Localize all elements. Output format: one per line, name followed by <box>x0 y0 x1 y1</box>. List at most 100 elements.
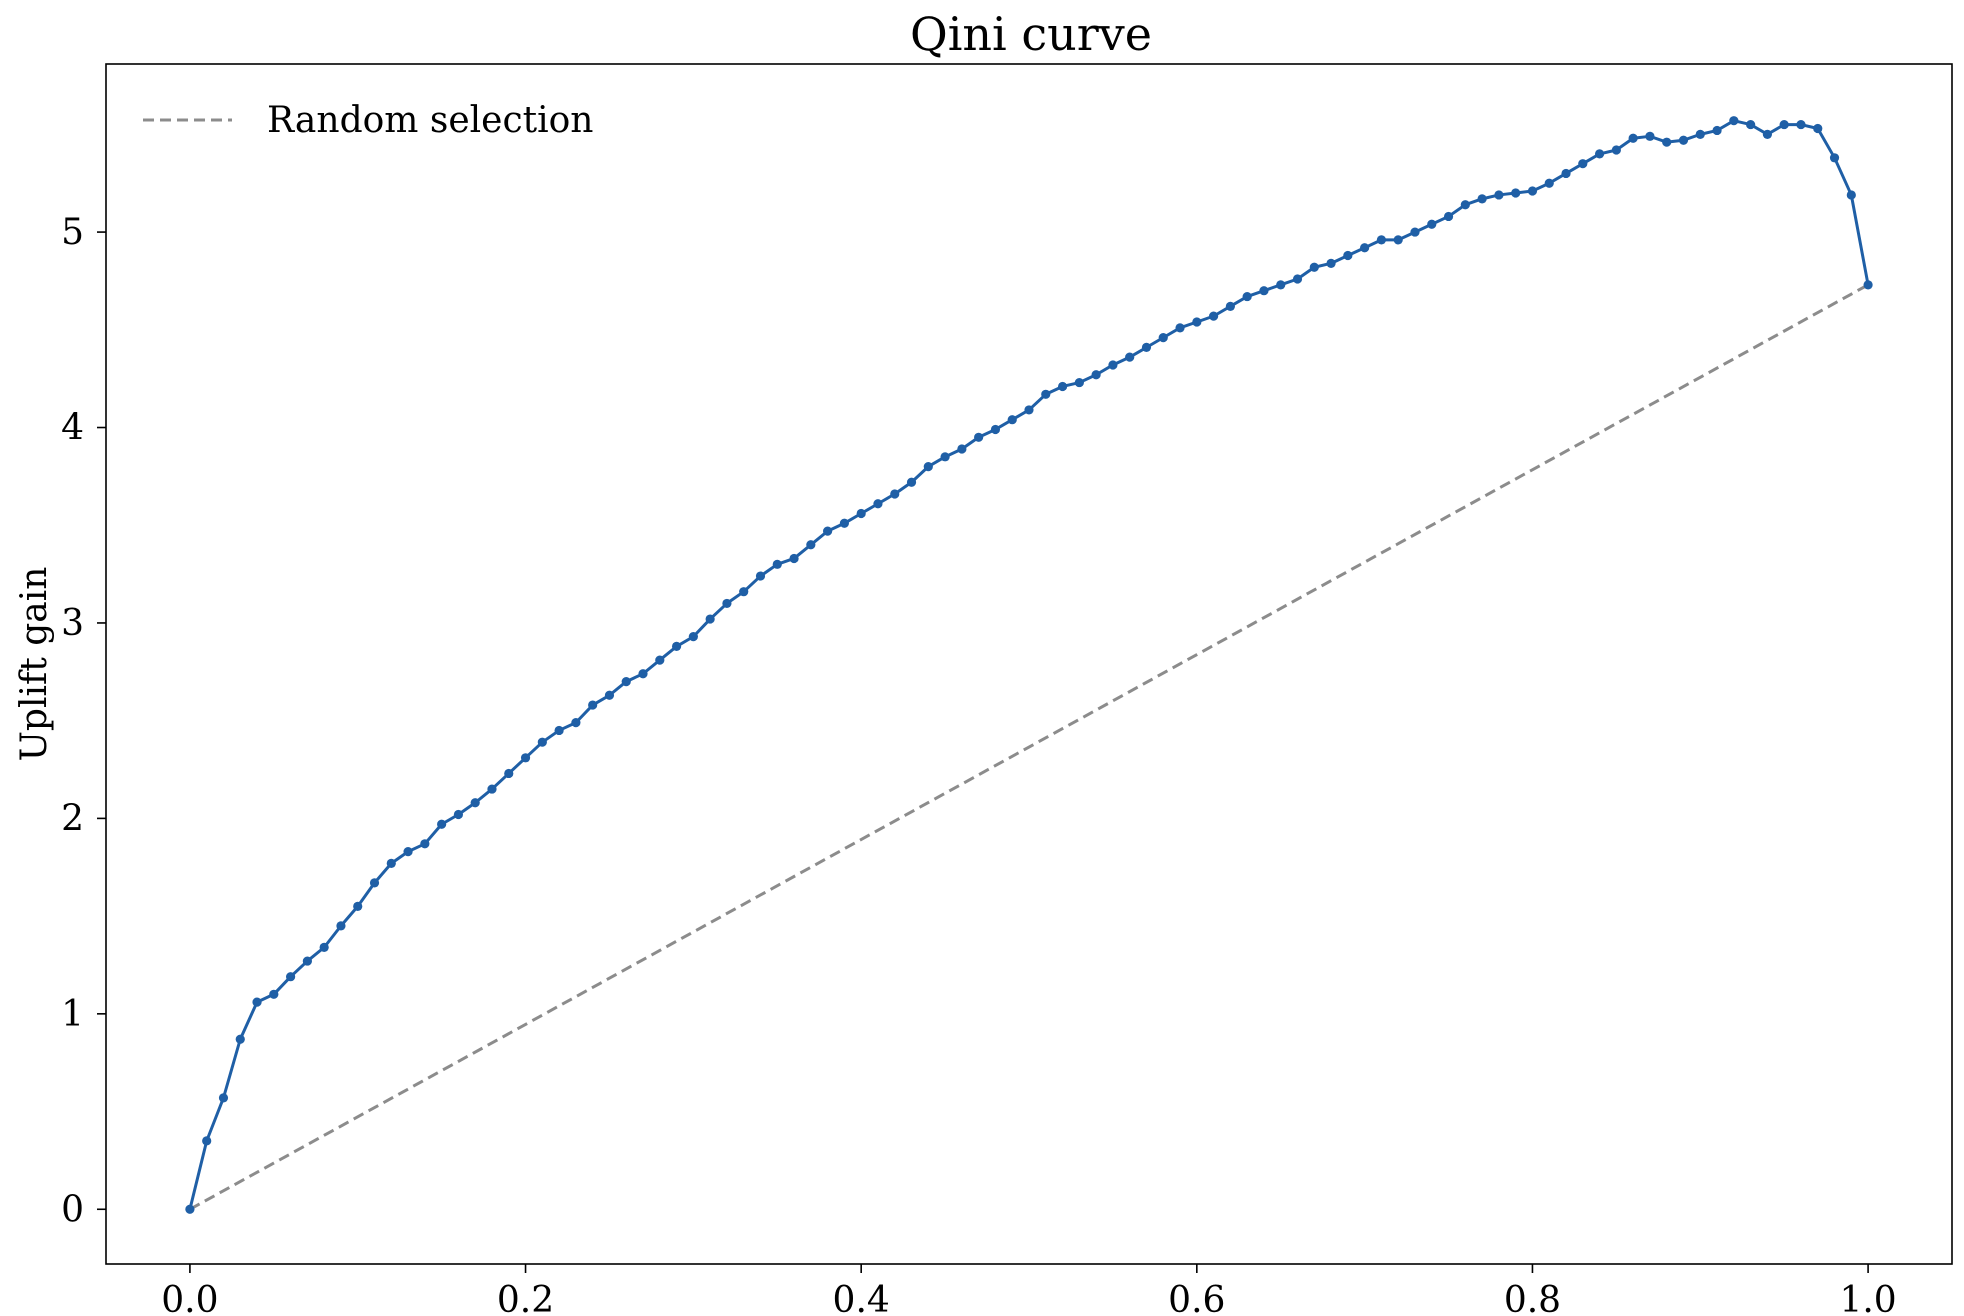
qini-point <box>688 632 698 642</box>
series-random-selection-line <box>189 283 1869 1211</box>
y-tick-label: 4 <box>61 408 84 449</box>
qini-point <box>873 499 883 509</box>
qini-point <box>1376 235 1387 245</box>
qini-point <box>1527 186 1538 196</box>
qini-point <box>1460 200 1470 210</box>
qini-point <box>319 942 329 952</box>
qini-point <box>1326 258 1336 268</box>
plot-frame <box>105 63 1953 1265</box>
qini-point <box>1292 274 1303 284</box>
qini-point <box>1477 194 1487 204</box>
qini-point <box>839 518 850 528</box>
qini-point <box>923 462 933 472</box>
qini-point <box>504 768 514 779</box>
qini-point <box>1678 135 1689 145</box>
qini-point <box>1594 149 1605 159</box>
qini-point <box>1276 280 1286 290</box>
qini-point <box>269 989 279 999</box>
qini-point <box>1209 311 1219 321</box>
y-tick-label: 3 <box>61 603 84 644</box>
qini-point <box>1443 211 1454 222</box>
qini-point <box>755 571 766 581</box>
qini-point <box>1578 159 1588 169</box>
qini-point <box>1611 145 1621 155</box>
qini-point <box>940 452 950 462</box>
qini-point <box>1712 125 1722 136</box>
qini-point <box>1057 381 1068 392</box>
qini-point <box>671 641 682 652</box>
qini-point <box>1259 286 1269 296</box>
qini-point <box>1024 405 1034 415</box>
qini-point <box>974 432 984 442</box>
x-tick-label: 0.8 <box>1504 1280 1561 1316</box>
qini-point <box>286 972 296 982</box>
qini-point <box>218 1093 229 1103</box>
qini-point <box>1628 133 1638 143</box>
qini-point <box>1192 317 1202 327</box>
qini-point <box>1645 131 1655 141</box>
qini-point <box>571 718 581 728</box>
qini-point <box>957 444 967 454</box>
qini-point <box>823 526 833 536</box>
qini-point <box>437 819 447 829</box>
qini-point <box>185 1204 195 1214</box>
qini-point <box>621 676 631 687</box>
qini-point <box>202 1136 212 1146</box>
tick-layer: 0.0 0.2 0.4 0.6 0.8 1.0 0 1 2 3 4 5 <box>61 212 1897 1316</box>
qini-point <box>1729 116 1739 126</box>
qini-point <box>453 809 464 820</box>
qini-point <box>1141 342 1152 352</box>
qini-point <box>1863 280 1873 290</box>
qini-point <box>1242 291 1252 302</box>
qini-point <box>1125 352 1135 362</box>
y-tick-label: 5 <box>61 212 84 253</box>
qini-point <box>302 956 312 966</box>
qini-point <box>990 424 1001 435</box>
y-axis-title: Uplift gain <box>14 567 55 762</box>
qini-point <box>789 553 799 564</box>
qini-point <box>336 921 346 931</box>
qini-point <box>739 587 749 597</box>
qini-point <box>470 798 480 808</box>
qini-point <box>252 997 262 1007</box>
qini-point <box>487 784 497 794</box>
qini-point <box>722 598 732 609</box>
qini-point <box>1041 389 1051 399</box>
x-tick-label: 0.4 <box>833 1280 890 1316</box>
qini-point <box>1074 377 1084 388</box>
qini-point <box>1309 262 1319 272</box>
qini-point <box>386 858 396 868</box>
qini-point <box>1427 219 1437 229</box>
qini-point <box>1746 119 1756 130</box>
qini-point <box>655 655 665 665</box>
qini-point <box>1158 333 1168 343</box>
qini-point <box>537 737 547 747</box>
legend-label-random-selection: Random selection <box>267 100 593 141</box>
qini-point <box>1796 119 1806 130</box>
series-qini-line <box>188 119 1870 1210</box>
qini-point <box>420 839 430 849</box>
x-tick-label: 0.6 <box>1168 1280 1225 1316</box>
qini-point <box>604 690 615 700</box>
chart-title: Qini curve <box>910 7 1152 61</box>
qini-point <box>906 477 917 487</box>
qini-point <box>1829 153 1840 163</box>
x-tick-label: 0.2 <box>497 1280 554 1316</box>
qini-point <box>806 540 816 550</box>
qini-point <box>1762 129 1772 139</box>
qini-point <box>772 559 782 569</box>
qini-point <box>403 847 413 857</box>
qini-point <box>369 878 380 888</box>
qini-point <box>1360 243 1370 253</box>
qini-point <box>1410 227 1420 237</box>
qini-point <box>1494 190 1504 200</box>
qini-point <box>1695 129 1705 139</box>
qini-point <box>1561 168 1571 179</box>
qini-point <box>1108 360 1118 370</box>
qini-point <box>1544 178 1554 188</box>
qini-point <box>1813 123 1823 134</box>
series-layer <box>185 116 1873 1214</box>
qini-point <box>1343 250 1353 261</box>
qini-point <box>1091 370 1101 380</box>
